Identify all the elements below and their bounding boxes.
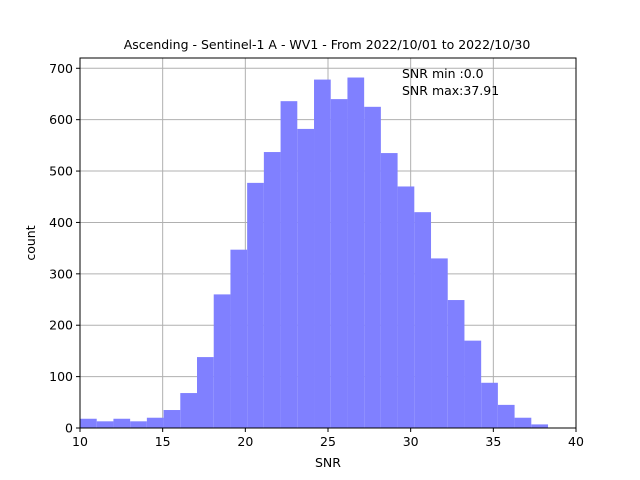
y-tick-label: 0: [65, 421, 73, 436]
histogram-bars: [80, 77, 549, 429]
histogram-bar: [80, 418, 97, 428]
histogram-bar: [314, 79, 331, 428]
annotation-snr-max: SNR max:37.91: [402, 83, 499, 98]
histogram-bar: [96, 421, 114, 428]
histogram-bar: [514, 417, 532, 428]
histogram-bar: [280, 101, 298, 429]
histogram-bar: [263, 152, 281, 428]
y-tick-label: 600: [49, 112, 73, 127]
y-tick-label: 400: [49, 215, 73, 230]
histogram-bar: [347, 77, 365, 429]
x-tick-label: 40: [568, 434, 584, 449]
histogram-bar: [531, 424, 549, 428]
histogram-bar: [163, 410, 181, 428]
x-tick-label: 30: [403, 434, 419, 449]
histogram-bar: [230, 249, 248, 428]
x-tick-label: 20: [237, 434, 253, 449]
histogram-bar: [130, 421, 147, 428]
y-axis-ticks: 0 100 200 300 400 500 600 700: [49, 61, 80, 436]
histogram-bar: [380, 153, 398, 428]
y-tick-label: 500: [49, 164, 73, 179]
histogram-bar: [113, 418, 131, 428]
y-tick-label: 700: [49, 61, 73, 76]
y-tick-label: 100: [49, 369, 73, 384]
histogram-bar: [197, 357, 214, 428]
x-axis-ticks: 10 15 20 25 30 35 40: [72, 428, 584, 449]
histogram-bar: [414, 212, 432, 428]
y-tick-label: 200: [49, 318, 73, 333]
histogram-bar: [397, 186, 415, 428]
x-tick-label: 25: [320, 434, 336, 449]
y-axis-label: count: [23, 225, 38, 260]
histogram-bar: [180, 393, 198, 428]
histogram-bar: [431, 258, 448, 428]
y-tick-label: 300: [49, 266, 73, 281]
x-axis-label: SNR: [315, 455, 341, 470]
histogram-bar: [464, 340, 482, 428]
x-tick-label: 10: [72, 434, 88, 449]
histogram-bar: [447, 300, 465, 428]
histogram-bar: [146, 417, 164, 428]
chart-title: Ascending - Sentinel-1 A - WV1 - From 20…: [124, 37, 531, 52]
histogram-bar: [497, 404, 515, 428]
histogram-bar: [364, 106, 381, 428]
histogram-bar: [213, 294, 231, 428]
histogram-bar: [247, 182, 264, 428]
x-tick-label: 15: [155, 434, 171, 449]
histogram-bar: [330, 99, 348, 428]
histogram-bar: [297, 128, 315, 428]
x-tick-label: 35: [485, 434, 501, 449]
histogram-bar: [481, 382, 498, 428]
annotation-snr-min: SNR min :0.0: [402, 66, 484, 81]
